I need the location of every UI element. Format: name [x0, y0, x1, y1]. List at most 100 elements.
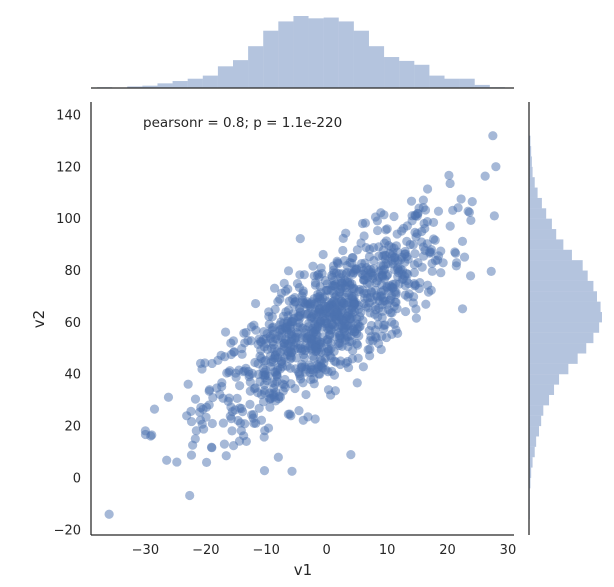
scatter-point [410, 249, 420, 259]
scatter-point [310, 414, 320, 424]
scatter-point [347, 325, 357, 336]
scatter-point [382, 283, 392, 293]
scatter-point [172, 457, 182, 467]
scatter-point [465, 271, 476, 281]
scatter-point [423, 280, 433, 290]
scatter-point [406, 196, 417, 206]
scatter-point [207, 418, 217, 429]
scatter-point [453, 203, 463, 213]
scatter-point [370, 285, 380, 295]
scatter-point [275, 347, 285, 358]
scatter-point [400, 257, 410, 267]
scatter-point [401, 268, 412, 279]
hist-x-bar [202, 75, 218, 88]
hist-y-bar [529, 260, 583, 271]
y-tick-label: 140 [56, 108, 81, 123]
scatter-point [244, 372, 254, 382]
scatter-point [295, 371, 305, 381]
scatter-point [224, 393, 234, 403]
scatter-point [258, 334, 268, 345]
hist-y-bar [529, 187, 538, 198]
hist-y-bar [529, 384, 555, 395]
hist-y-bar [529, 229, 557, 240]
scatter-point [377, 306, 388, 316]
scatter-point [323, 335, 333, 345]
scatter-point [320, 301, 330, 312]
scatter-point [380, 320, 390, 330]
scatter-point [206, 442, 217, 452]
hist-x-bar [368, 46, 385, 88]
scatter-point [365, 244, 375, 254]
scatter-point [327, 318, 337, 329]
scatter-point [241, 436, 251, 447]
scatter-point [265, 402, 275, 412]
hist-y-bar [529, 280, 594, 292]
scatter-point [295, 270, 305, 280]
scatter-point [140, 429, 151, 440]
scatter-point [421, 299, 431, 309]
scatter-point [183, 379, 193, 389]
scatter-point [365, 308, 375, 318]
hist-y-bar [529, 343, 587, 354]
hist-y-bar [529, 312, 602, 323]
scatter-point [308, 365, 318, 375]
y-tick-label: 120 [56, 160, 81, 175]
scatter-point [255, 351, 265, 361]
scatter-point [357, 262, 367, 273]
scatter-point [332, 258, 343, 268]
scatter-point [263, 423, 274, 433]
hist-y-bar [529, 363, 569, 375]
scatter-point [270, 379, 280, 389]
scatter-point [310, 280, 321, 290]
hist-x-bar [338, 21, 354, 88]
scatter-point [235, 403, 245, 413]
scatter-point [341, 320, 351, 330]
scatter-point [426, 247, 436, 257]
scatter-point [277, 327, 287, 337]
scatter-point [352, 378, 362, 388]
scatter-point [418, 242, 429, 252]
scatter-point [259, 327, 269, 337]
scatter-point [328, 265, 339, 275]
hist-y-bar [529, 291, 597, 302]
scatter-point [201, 457, 212, 467]
scatter-point [349, 283, 359, 293]
scatter-point [358, 315, 368, 326]
scatter-point [466, 215, 476, 226]
hist-y-bar [529, 457, 533, 468]
scatter-point [236, 426, 246, 436]
scatter-points [104, 131, 501, 519]
scatter-point [352, 245, 362, 255]
hist-y-bar [529, 177, 535, 188]
hist-y-bar [529, 394, 550, 406]
scatter-point [226, 349, 236, 360]
scatter-point [391, 287, 401, 298]
scatter-point [188, 440, 198, 450]
scatter-point [270, 304, 280, 314]
y-tick-label: 60 [64, 316, 81, 331]
scatter-point [398, 223, 409, 233]
hist-x-bar [459, 78, 475, 88]
scatter-point [379, 210, 389, 220]
scatter-point [226, 338, 236, 348]
y-tick-label: 40 [64, 368, 81, 383]
scatter-point [240, 419, 250, 429]
hist-x-bar [217, 66, 234, 88]
scatter-point [332, 308, 343, 318]
scatter-point [346, 450, 356, 460]
scatter-point [204, 400, 214, 410]
scatter-point [289, 313, 299, 324]
y-tick-label: 0 [73, 471, 81, 486]
scatter-point [459, 252, 470, 262]
scatter-point [343, 356, 353, 367]
scatter-point [225, 366, 235, 376]
hist-x-bar [414, 64, 430, 88]
y-tick-label: 100 [56, 212, 81, 227]
hist-y-bar [529, 436, 537, 447]
scatter-point [336, 284, 346, 294]
scatter-point [309, 271, 319, 281]
scatter-point [389, 211, 399, 222]
scatter-point [402, 276, 412, 286]
scatter-point [328, 281, 339, 291]
scatter-point [298, 415, 308, 425]
